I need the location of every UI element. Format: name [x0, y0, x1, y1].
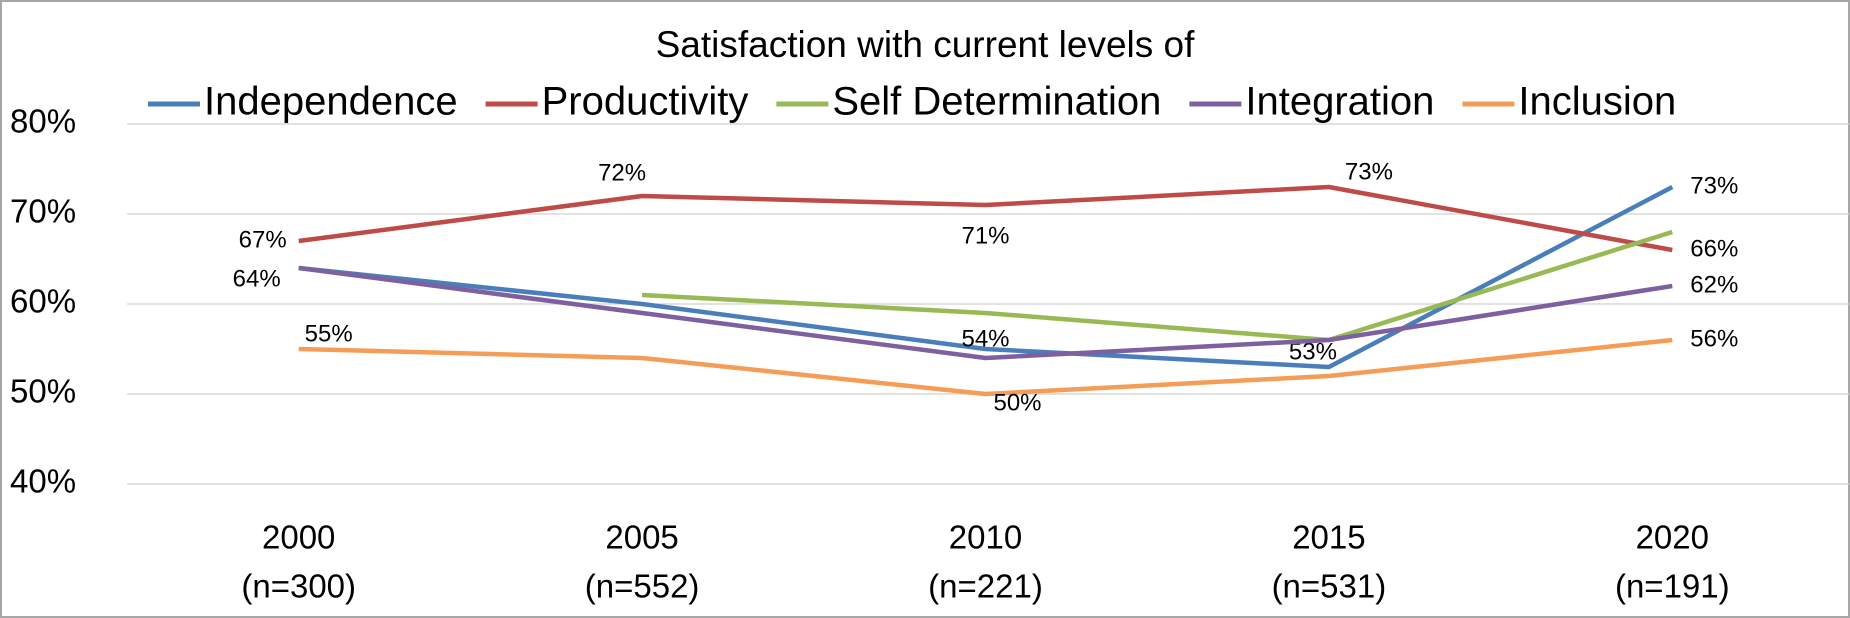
x-tick-label: 2000 — [262, 519, 335, 556]
legend-label: Integration — [1245, 80, 1434, 124]
x-tick-label: 2010 — [949, 519, 1022, 556]
data-label: 73% — [1690, 172, 1738, 199]
data-label: 72% — [598, 159, 646, 186]
y-tick-label: 40% — [10, 463, 76, 500]
data-label: 50% — [993, 389, 1041, 416]
series-line — [298, 265, 1673, 361]
data-label: 71% — [961, 222, 1009, 249]
data-label: 67% — [239, 226, 287, 253]
legend-label: Inclusion — [1518, 80, 1676, 124]
data-label: 56% — [1690, 325, 1738, 352]
data-label: 54% — [961, 325, 1009, 352]
x-tick-label: 2020 — [1636, 519, 1709, 556]
x-tick-label: 2015 — [1292, 519, 1365, 556]
data-label: 73% — [1345, 158, 1393, 185]
chart-title: Satisfaction with current levels of — [656, 24, 1196, 65]
x-tick-label: 2005 — [605, 519, 678, 556]
y-tick-label: 60% — [10, 283, 76, 320]
y-tick-label: 80% — [10, 103, 76, 140]
series-line — [641, 229, 1673, 343]
legend-label: Independence — [204, 80, 458, 124]
x-tick-sublabel: (n=191) — [1615, 568, 1730, 605]
data-label: 66% — [1690, 235, 1738, 262]
x-tick-sublabel: (n=531) — [1272, 568, 1387, 605]
data-label: 55% — [305, 320, 353, 347]
y-tick-label: 50% — [10, 373, 76, 410]
x-tick-sublabel: (n=300) — [241, 568, 356, 605]
data-label: 62% — [1690, 271, 1738, 298]
data-label: 64% — [233, 265, 281, 292]
y-tick-label: 70% — [10, 193, 76, 230]
x-tick-sublabel: (n=552) — [585, 568, 700, 605]
series-line — [298, 337, 1673, 397]
series-line — [298, 185, 1674, 370]
legend-label: Self Determination — [832, 80, 1161, 124]
x-tick-sublabel: (n=221) — [928, 568, 1043, 605]
legend-label: Productivity — [542, 80, 749, 124]
series-line — [298, 184, 1673, 253]
